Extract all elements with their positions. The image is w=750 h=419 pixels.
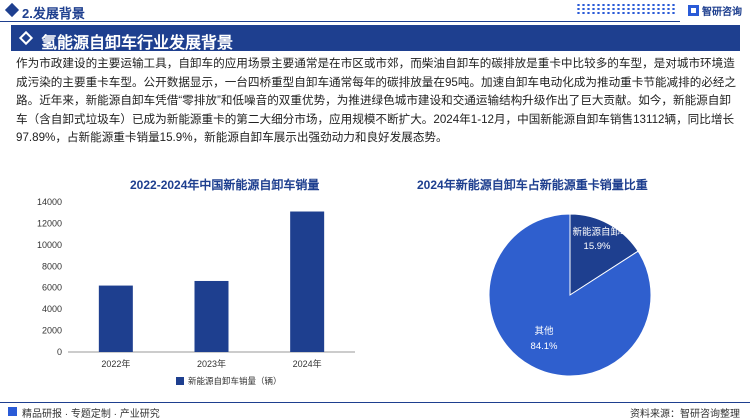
section-diamond-icon bbox=[4, 2, 20, 18]
y-tick-label: 6000 bbox=[42, 283, 62, 293]
y-tick-label: 8000 bbox=[42, 261, 62, 271]
source-note: 资料来源：智研咨询整理 bbox=[630, 409, 740, 419]
top-bar: 2.发展背景 智研咨询 bbox=[0, 0, 750, 24]
slice-label: 其他 bbox=[534, 325, 554, 337]
footer-divider bbox=[0, 402, 750, 403]
title-banner: 氢能源自卸车行业发展背景 bbox=[11, 25, 740, 52]
legend-label: 新能源自卸车销量（辆） bbox=[188, 376, 282, 386]
pie-slice bbox=[488, 213, 652, 377]
x-tick-label: 2023年 bbox=[197, 358, 226, 369]
pie-chart: 新能源自卸车 15.9% 其他 84.1% bbox=[488, 213, 652, 377]
body-paragraph: 作为市政建设的主要运输工具，自卸车的应用场景主要通常是在市区或市郊，而柴油自卸车… bbox=[16, 57, 737, 144]
pie-chart-title: 2024年新能源自卸车占新能源重卡销量比重 bbox=[417, 178, 648, 192]
bar bbox=[194, 280, 229, 352]
y-tick-label: 2000 bbox=[42, 326, 62, 336]
y-tick-label: 0 bbox=[57, 347, 62, 357]
section-title: 2.发展背景 bbox=[22, 6, 85, 21]
footer: 精品研报 · 专题定制 · 产业研究 资料来源：智研咨询整理 bbox=[0, 402, 750, 419]
slice-value-label: 84.1% bbox=[531, 341, 558, 352]
y-tick-label: 4000 bbox=[42, 304, 62, 314]
slice-label: 新能源自卸车 bbox=[572, 226, 629, 238]
footer-tagline: 精品研报 · 专题定制 · 产业研究 bbox=[22, 409, 160, 419]
slice-value-label: 15.9% bbox=[584, 241, 611, 252]
bar bbox=[290, 211, 325, 352]
bar-chart: 0 2000 4000 6000 8000 10000 12000 14000 2022年 202… bbox=[37, 197, 355, 386]
brand-logo-icon bbox=[688, 4, 699, 16]
y-tick-label: 10000 bbox=[37, 240, 62, 250]
bar bbox=[98, 285, 133, 352]
dot-pattern-decoration bbox=[576, 3, 676, 15]
header-divider bbox=[0, 21, 680, 22]
brand-logo: 智研咨询 bbox=[688, 2, 742, 18]
brand-name: 智研咨询 bbox=[702, 6, 742, 18]
x-tick-label: 2022年 bbox=[101, 358, 130, 369]
footer-logo-icon bbox=[8, 407, 17, 416]
legend-swatch bbox=[176, 377, 184, 385]
banner-diamond-icon bbox=[18, 30, 34, 46]
y-tick-label: 12000 bbox=[37, 218, 62, 228]
x-tick-label: 2024年 bbox=[293, 358, 322, 369]
y-tick-label: 14000 bbox=[37, 197, 62, 207]
bar-chart-title: 2022-2024年中国新能源自卸车销量 bbox=[130, 178, 320, 192]
banner-title: 氢能源自卸车行业发展背景 bbox=[41, 35, 234, 52]
pie-slice bbox=[569, 213, 639, 296]
